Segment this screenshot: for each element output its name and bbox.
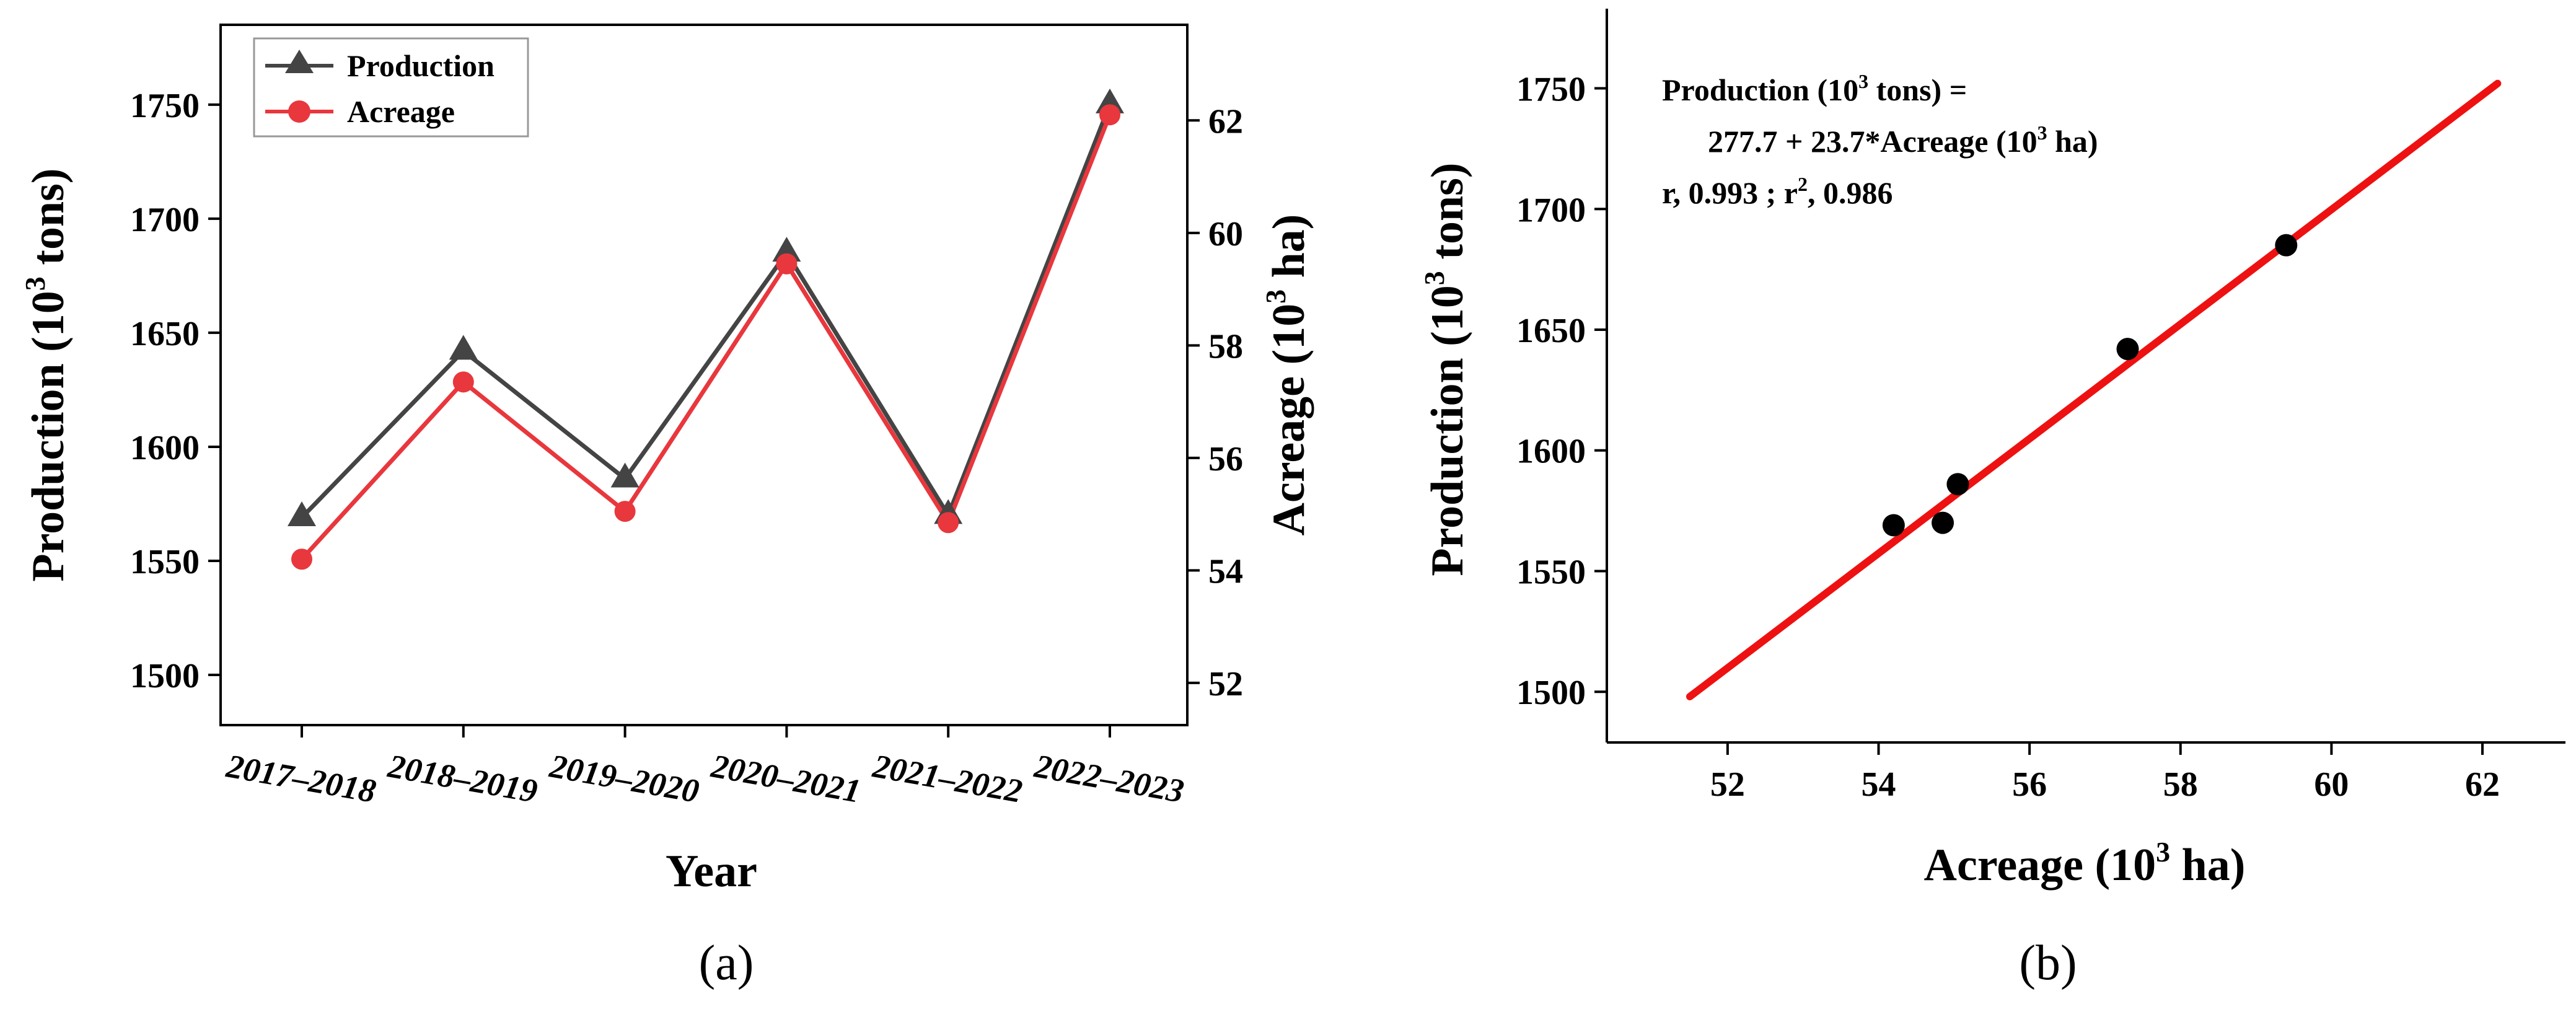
x-tick-label: 60 <box>2314 765 2349 804</box>
regression-fit-line <box>1686 79 2502 700</box>
annotation-line-1: Production (103 tons) = <box>1662 70 1967 107</box>
series-production-line <box>300 103 1112 519</box>
y-tick-label: 1700 <box>130 201 200 239</box>
y2-tick-label: 52 <box>1208 665 1243 703</box>
x-tick-label: 62 <box>2465 765 2500 804</box>
y2-tick-label: 60 <box>1208 215 1243 253</box>
y-tick-label: 1500 <box>1516 674 1586 712</box>
panel-b-marks <box>1686 79 2502 700</box>
acreage-point-circle <box>614 501 636 522</box>
scatter-point <box>1882 514 1905 537</box>
acreage-point-circle <box>452 371 474 393</box>
y-tick-label: 1550 <box>130 543 200 581</box>
y2-tick-label: 56 <box>1208 440 1243 478</box>
x-tick-label: 2017–2018 <box>223 747 379 809</box>
panel-a-y-axis-title: Production (103 tons) <box>19 168 74 581</box>
y-tick-label: 1700 <box>1516 191 1586 229</box>
panel-b-scatter-chart: 1500 1550 1600 1650 1700 1750 52 54 56 58 60 62 Pro… <box>1418 9 2565 990</box>
legend-production-triangle-icon <box>285 50 314 73</box>
panel-b-caption: (b) <box>2019 936 2077 990</box>
x-tick-label: 2020–2021 <box>708 747 864 809</box>
acreage-point-circle <box>291 548 312 570</box>
panel-b-x-axis-title: Acreage (103 ha) <box>1924 836 2246 891</box>
acreage-point-circle <box>776 253 798 275</box>
y-tick-label: 1750 <box>1516 71 1586 109</box>
panel-a-legend: Production Acreage <box>253 37 529 138</box>
y-tick-label: 1550 <box>1516 553 1586 591</box>
y2-tick-label: 58 <box>1208 327 1243 366</box>
production-point-triangle <box>610 462 640 488</box>
y-tick-label: 1500 <box>130 657 200 695</box>
y-tick-label: 1750 <box>130 87 200 125</box>
x-tick-label: 2021–2022 <box>869 747 1025 809</box>
panel-b-ticks: 1500 1550 1600 1650 1700 1750 52 54 56 58 60 62 <box>1516 71 2500 804</box>
legend-production-label: Production <box>347 48 495 83</box>
production-point-triangle <box>288 501 316 527</box>
scatter-point <box>1946 473 1969 496</box>
x-tick-label: 2022–2023 <box>1031 747 1187 809</box>
acreage-point-circle <box>1099 104 1120 126</box>
y2-tick-label: 62 <box>1208 102 1243 141</box>
x-tick-label: 2019–2020 <box>547 747 702 809</box>
x-tick-label: 2018–2019 <box>385 747 540 809</box>
panel-a-y2-axis-title: Acreage (103 ha) <box>1260 214 1314 536</box>
legend-acreage-label: Acreage <box>347 94 455 129</box>
scatter-point <box>2116 338 2139 361</box>
y2-tick-label: 54 <box>1208 552 1243 591</box>
series-acreage-line <box>300 113 1112 561</box>
x-tick-label: 52 <box>1710 765 1745 804</box>
annotation-line-2: 277.7 + 23.7*Acreage (103 ha) <box>1708 121 2098 159</box>
y-tick-label: 1650 <box>130 315 200 353</box>
x-tick-label: 56 <box>2012 765 2047 804</box>
x-tick-label: 54 <box>1862 765 1896 804</box>
panel-a-plot-frame <box>219 24 1189 726</box>
production-point-triangle <box>772 237 801 262</box>
legend-acreage-circle-icon <box>288 100 310 123</box>
acreage-point-circle <box>938 512 959 534</box>
y-tick-label: 1600 <box>1516 433 1586 471</box>
panel-a-marks <box>288 88 1124 570</box>
annotation-line-3: r, 0.993 ; r2, 0.986 <box>1662 173 1892 210</box>
scatter-point <box>1932 511 1954 534</box>
panel-a-x-axis-title: Year <box>666 846 757 897</box>
y-tick-label: 1650 <box>1516 312 1586 350</box>
y-tick-label: 1600 <box>130 429 200 467</box>
regression-annotation: Production (103 tons) = 277.7 + 23.7*Acr… <box>1662 70 2098 210</box>
scatter-point <box>2275 234 2298 257</box>
panel-b-y-axis-title: Production (103 tons) <box>1418 162 1473 576</box>
panel-a-line-chart: 1500 1550 1600 1650 1700 1750 52 54 56 58 60 62 2017… <box>19 24 1314 990</box>
panel-a-caption: (a) <box>699 936 754 990</box>
production-point-triangle <box>449 335 478 360</box>
x-tick-label: 58 <box>2163 765 2198 804</box>
